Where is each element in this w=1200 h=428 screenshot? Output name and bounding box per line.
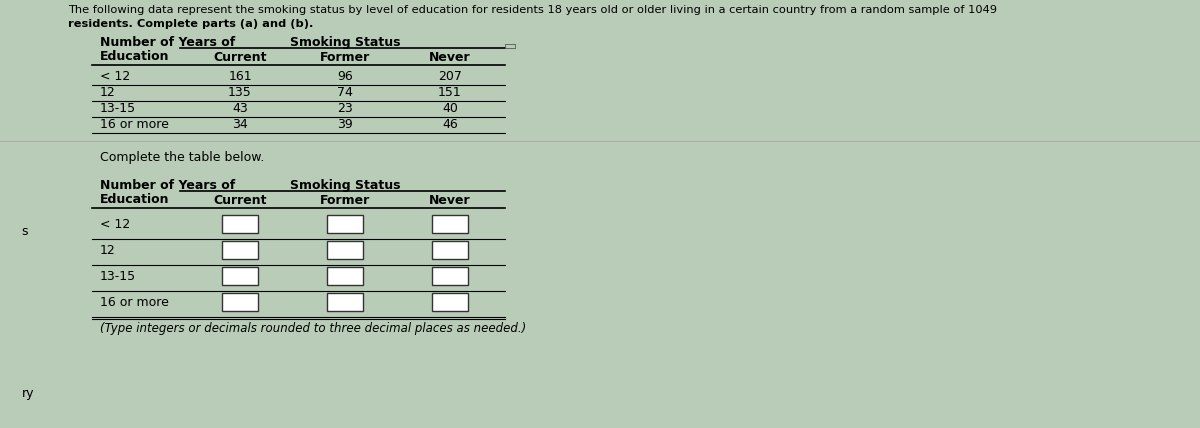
Bar (222, 241, 258, 259)
Text: ry: ry (22, 387, 34, 400)
Text: Never: Never (430, 194, 470, 207)
Text: Education: Education (100, 193, 169, 206)
Text: < 12: < 12 (100, 218, 131, 231)
Text: 12: 12 (100, 244, 115, 257)
Bar (222, 293, 258, 311)
Text: Complete the table below.: Complete the table below. (100, 151, 264, 164)
Text: 40: 40 (442, 102, 458, 115)
Text: Smoking Status: Smoking Status (289, 179, 401, 192)
Text: Current: Current (214, 51, 266, 64)
Text: 151: 151 (438, 86, 462, 99)
Bar (326, 241, 362, 259)
Bar (222, 215, 258, 233)
Bar (432, 215, 468, 233)
Text: Number of Years of: Number of Years of (100, 36, 235, 49)
Bar (432, 241, 468, 259)
Text: 207: 207 (438, 70, 462, 83)
Text: 46: 46 (442, 118, 458, 131)
Text: < 12: < 12 (100, 70, 131, 83)
Bar (222, 267, 258, 285)
Bar (326, 267, 362, 285)
Text: (Type integers or decimals rounded to three decimal places as needed.): (Type integers or decimals rounded to th… (100, 322, 527, 335)
Text: 135: 135 (228, 86, 252, 99)
Text: 74: 74 (337, 86, 353, 99)
Text: Former: Former (320, 194, 370, 207)
Text: Smoking Status: Smoking Status (289, 36, 401, 49)
Text: ▭: ▭ (504, 38, 516, 52)
Text: 16 or more: 16 or more (100, 118, 169, 131)
Text: Education: Education (100, 50, 169, 63)
Text: 23: 23 (337, 102, 353, 115)
Text: 96: 96 (337, 70, 353, 83)
Text: 16 or more: 16 or more (100, 296, 169, 309)
Text: 13-15: 13-15 (100, 270, 136, 283)
Text: 34: 34 (232, 118, 248, 131)
Text: 13-15: 13-15 (100, 102, 136, 115)
Text: residents. Complete parts (a) and (b).: residents. Complete parts (a) and (b). (68, 19, 313, 29)
Text: Number of Years of: Number of Years of (100, 179, 235, 192)
Text: Former: Former (320, 51, 370, 64)
Text: The following data represent the smoking status by level of education for reside: The following data represent the smoking… (68, 5, 997, 15)
Text: Never: Never (430, 51, 470, 64)
Bar (432, 293, 468, 311)
Text: 12: 12 (100, 86, 115, 99)
Text: 39: 39 (337, 118, 353, 131)
Text: Current: Current (214, 194, 266, 207)
Bar (326, 215, 362, 233)
Text: s: s (22, 225, 28, 238)
Bar (326, 293, 362, 311)
Bar (432, 267, 468, 285)
Text: 43: 43 (232, 102, 248, 115)
Text: 161: 161 (228, 70, 252, 83)
